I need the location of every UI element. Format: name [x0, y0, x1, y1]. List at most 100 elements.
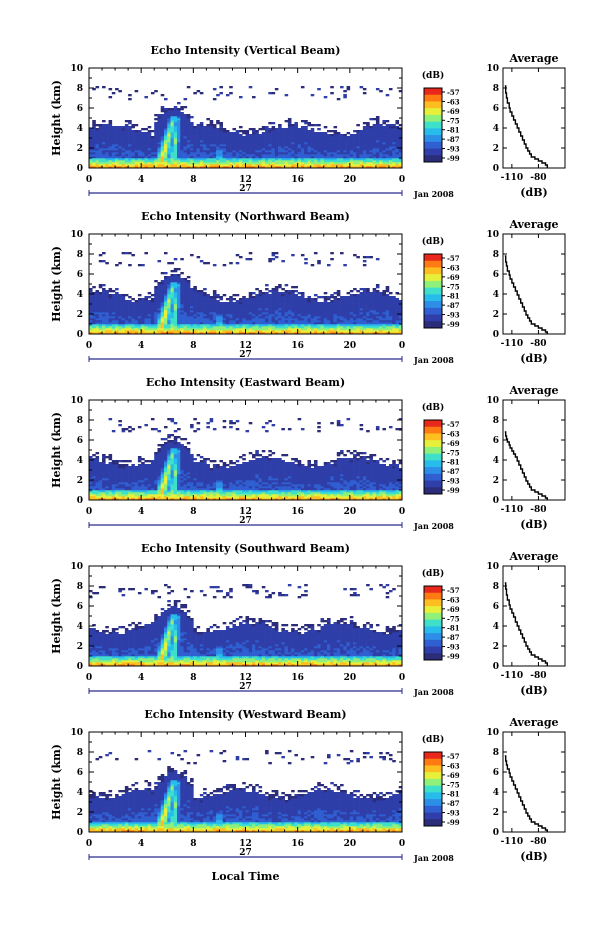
heatmap-cell	[376, 130, 380, 132]
heatmap-cell	[138, 426, 142, 428]
heatmap-cell	[379, 326, 383, 328]
heatmap-cell	[138, 456, 142, 458]
heatmap-cell	[144, 316, 148, 318]
heatmap-cell	[229, 318, 233, 320]
heatmap-cell	[174, 306, 178, 308]
heatmap-cell	[272, 162, 276, 164]
heatmap-cell	[154, 296, 158, 298]
heatmap-cell	[307, 136, 311, 138]
heatmap-cell	[246, 134, 250, 136]
heatmap-cell	[138, 486, 142, 488]
heatmap-cell	[330, 320, 334, 322]
heatmap-cell	[148, 468, 152, 470]
colorbar-tick-label: -99	[447, 154, 460, 163]
heatmap-cell	[144, 148, 148, 150]
heatmap-cell	[386, 318, 390, 320]
heatmap-cell	[135, 304, 139, 306]
heatmap-cell	[226, 312, 230, 314]
heatmap-cell	[281, 154, 285, 156]
heatmap-cell	[285, 164, 289, 166]
heatmap-cell	[334, 130, 338, 132]
heatmap-cell	[395, 328, 399, 330]
heatmap-cell	[353, 134, 357, 136]
heatmap-cell	[125, 318, 129, 320]
heatmap-cell	[304, 122, 308, 124]
heatmap-cell	[311, 300, 315, 302]
heatmap-cell	[151, 326, 155, 328]
heatmap-cell	[278, 138, 282, 140]
heatmap-cell	[105, 488, 109, 490]
heatmap-cell	[259, 144, 263, 146]
heatmap-cell	[340, 302, 344, 304]
x-tick-label: 20	[344, 175, 357, 185]
heatmap-cell	[311, 312, 315, 314]
heatmap-cell	[102, 316, 106, 318]
heatmap-cell	[229, 132, 233, 134]
heatmap-cell	[356, 310, 360, 312]
heatmap-cell	[96, 302, 100, 304]
heatmap-cell	[131, 124, 135, 126]
heatmap-cell	[272, 136, 276, 138]
heatmap-cell	[246, 138, 250, 140]
heatmap-cell	[281, 298, 285, 300]
heatmap-cell	[255, 308, 259, 310]
heatmap-cell	[206, 302, 210, 304]
heatmap-cell	[294, 326, 298, 328]
heatmap-cell	[242, 304, 246, 306]
heatmap-cell	[144, 312, 148, 314]
heatmap-cell	[171, 140, 175, 142]
heatmap-cell	[366, 150, 370, 152]
heatmap-cell	[177, 116, 181, 118]
heatmap-cell	[203, 322, 207, 324]
heatmap-cell	[373, 130, 377, 132]
heatmap-cell	[200, 144, 204, 146]
heatmap-cell	[184, 298, 188, 300]
heatmap-cell	[304, 312, 308, 314]
heatmap-cell	[184, 290, 188, 292]
heatmap-cell	[128, 484, 132, 486]
heatmap-cell	[213, 124, 217, 126]
heatmap-cell	[105, 328, 109, 330]
heatmap-cell	[167, 324, 171, 326]
heatmap-cell	[210, 154, 214, 156]
heatmap-cell	[151, 466, 155, 468]
heatmap-cell	[154, 318, 158, 320]
heatmap-cell	[229, 304, 233, 306]
heatmap-cell	[376, 128, 380, 130]
heatmap-cell	[171, 316, 175, 318]
heatmap-cell	[180, 300, 184, 302]
heatmap-cell	[301, 304, 305, 306]
heatmap-cell	[197, 326, 201, 328]
heatmap-cell	[353, 152, 357, 154]
heatmap-cell	[395, 304, 399, 306]
heatmap-cell	[304, 138, 308, 140]
heatmap-cell	[206, 146, 210, 148]
heatmap-cell	[128, 496, 132, 498]
heatmap-cell	[288, 300, 292, 302]
heatmap-cell	[259, 140, 263, 142]
heatmap-cell	[118, 300, 122, 302]
heatmap-cell	[307, 130, 311, 132]
heatmap-cell	[347, 86, 351, 88]
heatmap-cell	[242, 296, 246, 298]
heatmap-cell	[298, 314, 302, 316]
heatmap-cell	[268, 302, 272, 304]
heatmap-cell	[122, 318, 126, 320]
heatmap-cell	[200, 128, 204, 130]
heatmap-cell	[154, 490, 158, 492]
heatmap-cell	[125, 252, 129, 254]
heatmap-cell	[285, 330, 289, 332]
heatmap-cell	[275, 308, 279, 310]
heatmap-cell	[164, 272, 168, 274]
heatmap-cell	[301, 162, 305, 164]
heatmap-cell	[353, 148, 357, 150]
heatmap-cell	[131, 326, 135, 328]
heatmap-cell	[268, 308, 272, 310]
heatmap-cell	[246, 310, 250, 312]
heatmap-cell	[285, 146, 289, 148]
heatmap-cell	[262, 300, 266, 302]
heatmap-cell	[350, 138, 354, 140]
heatmap-cell	[262, 312, 266, 314]
heatmap-cell	[223, 144, 227, 146]
heatmap-cell	[232, 160, 236, 162]
